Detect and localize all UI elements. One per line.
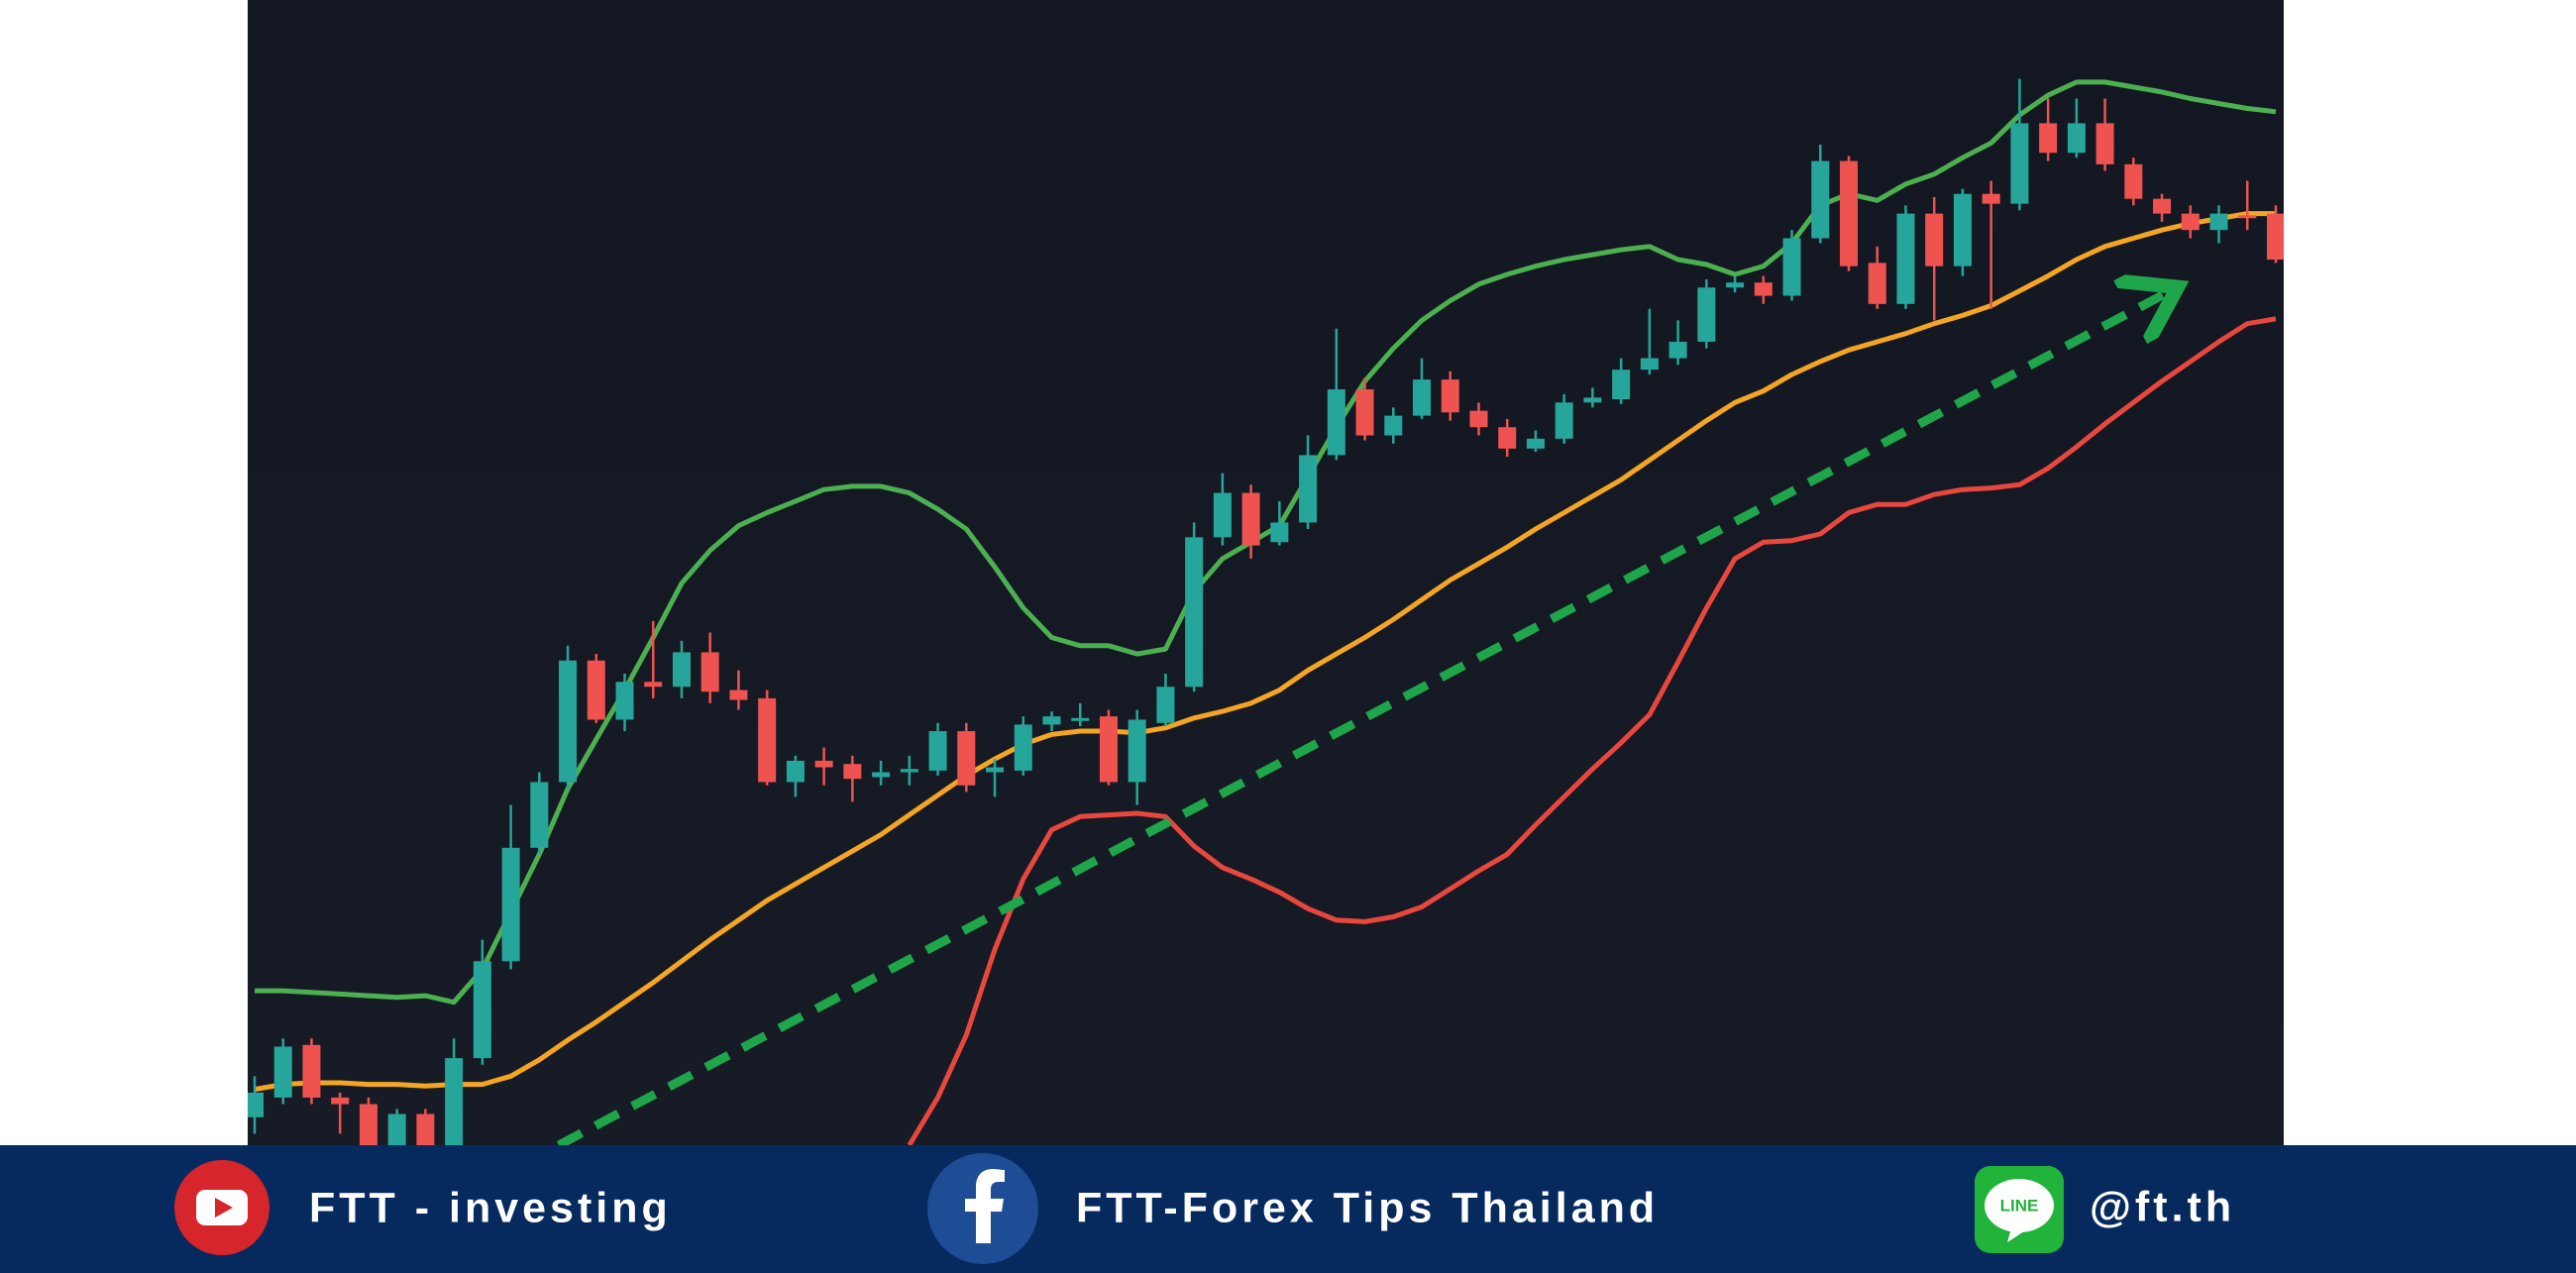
candle-body xyxy=(1612,370,1631,400)
line-icon-tail xyxy=(2007,1228,2027,1242)
candle-body xyxy=(1413,379,1432,416)
candle-body xyxy=(445,1058,464,1145)
footer-bar xyxy=(0,1145,2576,1273)
line-icon-text: LINE xyxy=(2000,1196,2039,1215)
candle-body xyxy=(1868,263,1886,304)
candle-body xyxy=(672,652,691,688)
candle-body xyxy=(1526,438,1545,449)
candle-body xyxy=(1327,389,1345,456)
candle-body xyxy=(331,1097,350,1105)
candle-body xyxy=(1384,415,1403,436)
candle-body xyxy=(1840,160,1859,266)
candle-body xyxy=(2010,123,2029,204)
candle-body xyxy=(814,760,833,768)
candle-body xyxy=(1754,282,1772,296)
candle-body xyxy=(2209,213,2228,231)
candle-body xyxy=(1982,193,2000,204)
candle-body xyxy=(1042,716,1061,725)
candle-body xyxy=(1896,213,1915,304)
trend-arrow xyxy=(556,291,2170,1145)
candle-body xyxy=(1782,238,1801,296)
candle-body xyxy=(2181,213,2200,231)
candle-body xyxy=(843,764,862,780)
candle-body xyxy=(587,660,605,720)
facebook-name: FTT-Forex Tips Thailand xyxy=(1076,1184,1659,1231)
candle-body xyxy=(416,1114,435,1145)
candle-body xyxy=(387,1114,406,1145)
candle-body xyxy=(1185,537,1204,688)
candle-body xyxy=(1640,358,1659,371)
candle-body xyxy=(559,660,578,783)
candle-body xyxy=(302,1044,321,1098)
candle-body xyxy=(2267,213,2284,261)
candle-body xyxy=(928,731,947,771)
candle-body xyxy=(1555,402,1573,439)
candle-body xyxy=(2238,215,2257,219)
candle-body xyxy=(1498,427,1517,449)
candle-body xyxy=(248,1092,264,1117)
candle-body xyxy=(1270,522,1289,543)
candle-body xyxy=(758,697,777,783)
candle-body xyxy=(1241,492,1260,546)
candle-body xyxy=(530,782,549,848)
line-name: @ft.th xyxy=(2090,1183,2235,1230)
plot-area xyxy=(248,78,2284,1145)
candle-body xyxy=(273,1046,292,1098)
line-link[interactable]: LINE @ft.th xyxy=(1975,1166,2235,1253)
candle-body xyxy=(700,652,719,692)
candle-body xyxy=(986,767,1005,773)
candle-body xyxy=(1071,717,1090,721)
candle-body xyxy=(1441,379,1459,413)
candle-body xyxy=(1469,410,1488,428)
youtube-icon-play xyxy=(215,1198,233,1218)
facebook-link[interactable]: FTT-Forex Tips Thailand xyxy=(927,1153,1659,1264)
facebook-icon-glyph xyxy=(965,1169,1005,1243)
candle-body xyxy=(1355,389,1374,436)
candle-body xyxy=(1156,687,1175,723)
candle-body xyxy=(1213,492,1232,538)
candle-body xyxy=(872,772,891,778)
candle-body xyxy=(900,769,918,773)
candle-body xyxy=(501,847,520,962)
candle-body xyxy=(2124,163,2143,199)
candle-body xyxy=(1583,397,1602,403)
candle-body xyxy=(786,760,805,783)
candle-body xyxy=(2095,123,2114,164)
candle-body xyxy=(473,961,491,1059)
youtube-name: FTT - investing xyxy=(309,1184,672,1231)
band-line xyxy=(255,79,2277,1006)
line-icon-bubble xyxy=(1985,1179,2054,1232)
candle-body xyxy=(615,682,634,720)
candle-body xyxy=(1099,716,1118,783)
candle-body xyxy=(957,731,976,786)
candle-body xyxy=(1299,455,1318,523)
candle-body xyxy=(1697,287,1716,342)
candle-body xyxy=(1811,160,1830,239)
candle-body xyxy=(2153,198,2172,214)
candle-body xyxy=(1127,719,1146,783)
candle-body xyxy=(2039,123,2058,154)
band-line xyxy=(907,316,2277,1145)
band-line xyxy=(254,211,2276,1093)
candle-body xyxy=(2067,123,2086,154)
candle-body xyxy=(1726,282,1745,288)
candle-body xyxy=(1014,724,1032,771)
youtube-link[interactable]: FTT - investing xyxy=(174,1160,672,1255)
candle-body xyxy=(1668,341,1687,359)
candle-body xyxy=(359,1104,377,1145)
candle-body xyxy=(1953,193,1972,266)
candle-body xyxy=(1925,213,1944,266)
candle-body xyxy=(644,682,663,688)
candle-body xyxy=(729,690,748,700)
chart-background xyxy=(248,0,2284,1145)
